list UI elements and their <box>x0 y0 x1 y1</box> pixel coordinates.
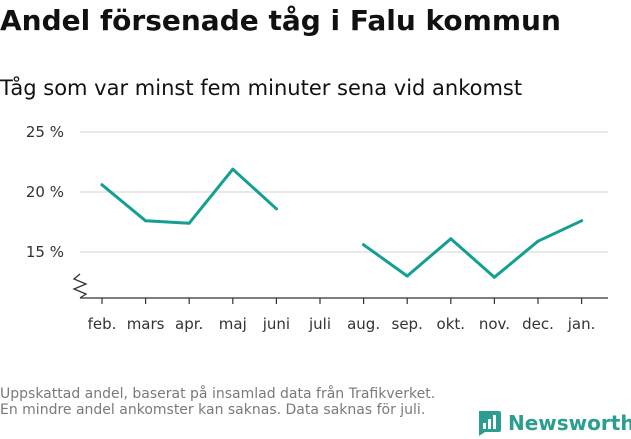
x-tick-label: juni <box>262 315 290 333</box>
data-point-sep <box>405 274 409 278</box>
chart-subtitle: Tåg som var minst fem minuter sena vid a… <box>0 76 523 100</box>
footnote: Uppskattad andel, baserat på insamlad da… <box>0 386 436 418</box>
x-tick-label: nov. <box>479 315 510 333</box>
newsworthy-logo: Newsworthy <box>476 409 631 437</box>
series-lines <box>100 167 584 279</box>
data-point-juni <box>274 207 278 211</box>
x-tick-label: juli <box>308 315 331 333</box>
x-tick-label: jan. <box>567 315 596 333</box>
data-point-nov <box>492 275 496 279</box>
x-tick-label: maj <box>219 315 247 333</box>
newsworthy-logo-icon <box>479 411 501 436</box>
y-tick-label: 25 % <box>26 123 64 141</box>
data-point-jan <box>580 219 584 223</box>
newsworthy-logo-text: Newsworthy <box>508 411 631 435</box>
series-line-segment <box>362 219 584 279</box>
y-axis-labels: 15 % 20 % 25 % <box>26 123 64 261</box>
axis-break-icon <box>72 273 88 299</box>
x-tick-label: mars <box>127 315 165 333</box>
data-point-dec <box>536 239 540 243</box>
line-chart: 15 % 20 % 25 % feb. mars apr. maj juni juli aug.… <box>26 123 608 333</box>
chart-title: Andel försenade tåg i Falu kommun <box>0 4 561 37</box>
x-tick-label: sep. <box>392 315 423 333</box>
y-tick-label: 15 % <box>26 243 64 261</box>
data-point-okt <box>449 237 453 241</box>
y-tick-label: 20 % <box>26 183 64 201</box>
x-tick-label: dec. <box>522 315 554 333</box>
x-tick-label: aug. <box>347 315 380 333</box>
data-point-apr <box>187 221 191 225</box>
x-tick-label: feb. <box>88 315 117 333</box>
x-tick-label: okt. <box>437 315 466 333</box>
data-point-mars <box>144 219 148 223</box>
x-axis: feb. mars apr. maj juni juli aug. sep. okt. nov. d… <box>80 297 608 333</box>
grid-lines <box>80 131 608 253</box>
x-tick-label: apr. <box>175 315 203 333</box>
data-point-feb <box>100 183 104 187</box>
axis-break-zigzag <box>72 273 88 299</box>
series-line-segment <box>100 167 278 225</box>
data-point-maj <box>231 167 235 171</box>
data-point-aug <box>362 243 366 247</box>
